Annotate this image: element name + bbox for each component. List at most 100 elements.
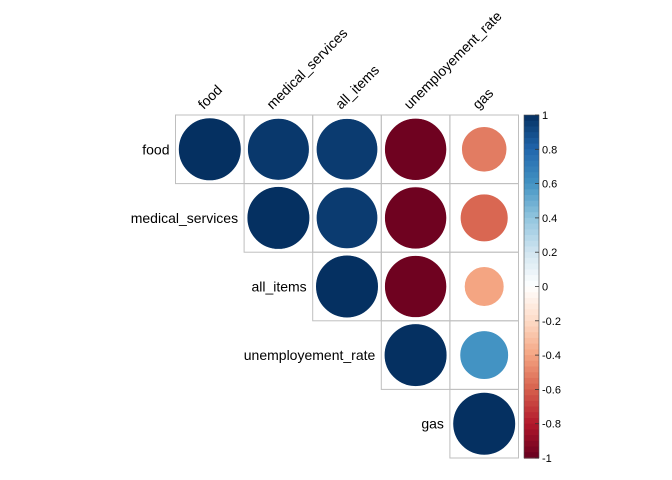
- corr-circle-food-medical_services: [247, 118, 310, 181]
- colorbar-segment: [524, 172, 539, 179]
- colorbar-segment: [524, 149, 539, 156]
- row-label-gas: gas: [421, 416, 444, 432]
- corr-circle-gas-gas: [452, 392, 516, 456]
- colorbar-tick-label: -0.8: [542, 419, 561, 431]
- grid-layer: [175, 114, 519, 459]
- colorbar-segment: [524, 195, 539, 202]
- colorbar-segment: [524, 275, 539, 282]
- colorbar-segment: [524, 217, 539, 225]
- colorbar-segment: [524, 435, 539, 442]
- row-label-unemployement_rate: unemployement_rate: [244, 347, 376, 363]
- colorbar-segment: [524, 292, 539, 299]
- colorbar-segment: [524, 423, 539, 431]
- colorbar-tick-label: 0.6: [542, 179, 557, 191]
- colorbar-tick-label: -1: [542, 453, 552, 465]
- colorbar-segment: [524, 155, 539, 162]
- row-label-medical_services: medical_services: [131, 210, 238, 226]
- colorbar-segment: [524, 212, 539, 219]
- colorbar-segment: [524, 309, 539, 316]
- colorbar-segment: [524, 137, 539, 145]
- corr-circle-food-unemployement_rate: [384, 118, 447, 181]
- corr-circle-all_items-gas: [464, 266, 505, 307]
- corr-circle-all_items-all_items: [315, 254, 379, 319]
- circle-layer: [178, 117, 516, 456]
- column-label-gas: gas: [469, 85, 496, 112]
- corr-circle-medical_services-all_items: [316, 186, 378, 249]
- colorbar-segment: [524, 206, 539, 213]
- corr-circle-medical_services-medical_services: [246, 186, 310, 250]
- colorbar-segment: [524, 440, 539, 448]
- row-labels: food medical_services all_items unemployeme…: [131, 141, 444, 431]
- colorbar-segment: [524, 223, 539, 230]
- colorbar-segment: [524, 303, 539, 310]
- colorbar-segment: [524, 349, 539, 356]
- colorbar-segment: [524, 297, 539, 305]
- colorbar-segment: [524, 269, 539, 276]
- colorbar-segment: [524, 115, 539, 122]
- colorbar-tick-label: 0: [542, 282, 548, 294]
- colorbar-segment: [524, 183, 539, 190]
- row-label-food: food: [142, 141, 169, 157]
- colorbar-tick-label: -0.4: [542, 350, 561, 362]
- colorbar-segment: [524, 400, 539, 408]
- colorbar-segment: [524, 383, 539, 390]
- corr-circle-all_items-unemployement_rate: [384, 255, 447, 318]
- colorbar-segment: [524, 429, 539, 436]
- colorbar-segment: [524, 343, 539, 350]
- row-label-all_items: all_items: [251, 279, 306, 295]
- colorbar-segment: [524, 417, 539, 425]
- colorbar-segment: [524, 263, 539, 270]
- colorbar-tick-label: -0.6: [542, 384, 561, 396]
- column-label-all_items: all_items: [332, 62, 382, 112]
- column-label-food: food: [195, 82, 226, 113]
- colorbar-segment: [524, 160, 539, 168]
- colorbar-tick-label: 0.8: [542, 144, 557, 156]
- colorbar-segment: [524, 143, 539, 150]
- colorbar-tick-label: 1: [542, 110, 548, 122]
- colorbar-segment: [524, 132, 539, 139]
- colorbar-segment: [524, 120, 539, 128]
- colorbar-segment: [524, 257, 539, 265]
- colorbar-segment: [524, 372, 539, 379]
- colorbar-segment: [524, 177, 539, 185]
- colorbar-segment: [524, 229, 539, 236]
- colorbar-segment: [524, 360, 539, 368]
- colorbar-segment: [524, 200, 539, 208]
- corr-circle-medical_services-gas: [460, 193, 509, 243]
- colorbar-segment: [524, 126, 539, 133]
- colorbar-segment: [524, 189, 539, 196]
- colorbar-tick-label: 0.2: [542, 247, 557, 259]
- corr-circle-unemployement_rate-gas: [459, 330, 509, 380]
- corr-circle-food-all_items: [316, 118, 378, 181]
- colorbar-segment: [524, 240, 539, 248]
- corr-circle-unemployement_rate-unemployement_rate: [384, 323, 448, 387]
- colorbar-segment: [524, 235, 539, 242]
- colorbar-segment: [524, 326, 539, 333]
- colorbar: 1 0.8 0.6 0.4 0.2 0 -0.2 -0.4 -0.6 -0.8 -1: [523, 110, 561, 465]
- colorbar-segment: [524, 337, 539, 345]
- colorbar-segment: [524, 315, 539, 322]
- colorbar-tick-label: -0.2: [542, 316, 561, 328]
- colorbar-segment: [524, 412, 539, 419]
- colorbar-segment: [524, 446, 539, 453]
- colorbar-tick-label: 0.4: [542, 213, 557, 225]
- colorbar-segment: [524, 286, 539, 293]
- colorbar-segment: [524, 246, 539, 253]
- grid-cell-gas-gas: [449, 388, 519, 459]
- corr-circle-food-food: [178, 117, 242, 181]
- colorbar-segment: [524, 406, 539, 413]
- colorbar-segment: [524, 389, 539, 396]
- colorbar-segment: [524, 320, 539, 328]
- colorbar-segment: [524, 252, 539, 259]
- corr-circle-medical_services-unemployement_rate: [384, 186, 447, 250]
- colorbar-segment: [524, 355, 539, 362]
- colorbar-segment: [524, 280, 539, 288]
- colorbar-segment: [524, 452, 539, 459]
- colorbar-segment: [524, 166, 539, 173]
- corr-circle-food-gas: [461, 126, 508, 173]
- colorbar-segment: [524, 377, 539, 385]
- colorbar-segment: [524, 366, 539, 373]
- colorbar-segment: [524, 395, 539, 402]
